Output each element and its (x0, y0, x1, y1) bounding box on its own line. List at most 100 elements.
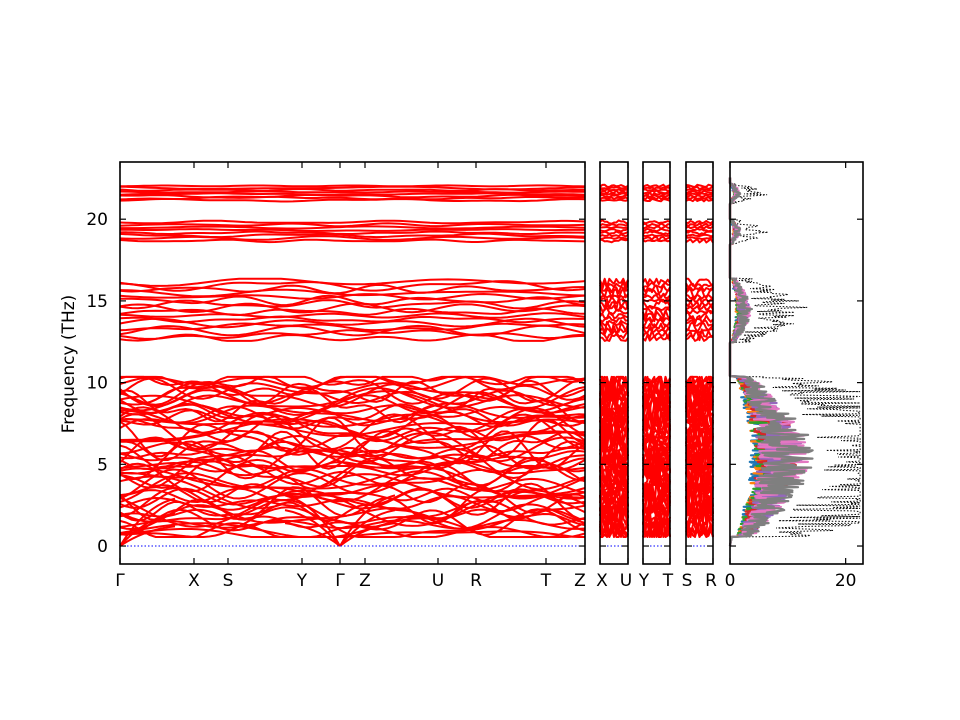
acoustic-branch (119, 525, 176, 547)
band-line (599, 236, 629, 240)
high-symmetry-label: S (223, 571, 234, 591)
band-line (599, 223, 629, 227)
band-line (599, 330, 629, 340)
acoustic-branch (284, 522, 341, 547)
dos-partial-line (728, 177, 814, 547)
y-tick-label: 0 (97, 537, 108, 557)
band-line (599, 188, 629, 192)
band-line (642, 375, 671, 395)
band-panel-frame (599, 161, 629, 565)
band-line (599, 375, 629, 388)
band-line (119, 184, 586, 188)
band-panel-4 (685, 183, 714, 547)
band-line (642, 222, 671, 228)
band-line (642, 316, 671, 323)
band-line (119, 405, 586, 443)
band-line (685, 198, 714, 203)
high-symmetry-label: T (540, 571, 552, 591)
high-symmetry-label: S (682, 571, 693, 591)
band-line (685, 286, 714, 292)
band-line (119, 299, 586, 310)
band-line (119, 406, 586, 436)
high-symmetry-label: U (432, 571, 444, 591)
high-symmetry-label: Z (359, 571, 371, 591)
dos-x-tick-label: 20 (835, 571, 857, 591)
band-structure-panels (119, 183, 714, 547)
y-tick-label: 5 (97, 455, 108, 475)
band-line (685, 189, 714, 195)
band-line (120, 294, 586, 307)
band-line (642, 227, 671, 233)
high-symmetry-label: Γ (115, 571, 125, 591)
band-line (685, 304, 714, 311)
band-line (599, 226, 629, 230)
band-line (119, 324, 586, 337)
band-line (685, 296, 714, 304)
band-line (119, 430, 586, 462)
band-line (599, 186, 629, 190)
high-symmetry-label: U (620, 571, 632, 591)
band-line (119, 458, 586, 474)
band-line (119, 470, 586, 503)
band-line (642, 233, 671, 238)
band-line (642, 188, 671, 192)
band-line (119, 377, 586, 403)
band-line (685, 225, 714, 230)
band-line (599, 428, 629, 455)
band-line (600, 375, 629, 397)
band-line (119, 197, 586, 203)
band-line (642, 277, 671, 286)
high-symmetry-label: T (662, 571, 674, 591)
band-line (599, 227, 629, 233)
band-line (119, 219, 586, 225)
band-line (642, 439, 671, 458)
band-panel-frame (119, 161, 586, 565)
band-line (599, 219, 629, 225)
band-line (119, 288, 586, 298)
band-line (685, 333, 714, 342)
band-line (685, 282, 714, 289)
band-line (642, 326, 671, 334)
band-line (599, 233, 629, 238)
band-line (685, 194, 714, 198)
band-line (599, 277, 629, 288)
band-panel-3 (642, 183, 671, 547)
band-line (599, 315, 629, 323)
band-line (642, 183, 671, 188)
band-line (685, 504, 714, 523)
band-line (686, 277, 714, 288)
band-line (685, 227, 714, 233)
y-tick-label: 20 (86, 210, 108, 230)
band-line (119, 238, 586, 244)
band-line (685, 308, 714, 315)
band-line (599, 295, 629, 305)
band-line (119, 312, 586, 319)
band-line (599, 183, 629, 189)
band-line (642, 220, 671, 225)
band-line (685, 375, 714, 401)
band-line (685, 233, 714, 238)
band-line (119, 391, 586, 415)
band-line (685, 318, 714, 327)
band-panel-frame (685, 161, 714, 565)
band-line (119, 431, 586, 463)
band-line (685, 375, 714, 405)
band-line (642, 186, 671, 190)
high-symmetry-label: Z (574, 571, 586, 591)
high-symmetry-label: R (705, 571, 717, 591)
band-line (119, 185, 586, 191)
high-symmetry-label: Γ (335, 571, 345, 591)
y-tick-label: 15 (86, 292, 108, 312)
band-line (119, 409, 586, 428)
band-line (119, 375, 586, 390)
band-line (599, 319, 629, 327)
acoustic-branch (339, 509, 396, 547)
band-line (119, 307, 586, 316)
band-line (685, 375, 714, 388)
dos-total-line (729, 177, 862, 547)
band-panel-frame (642, 161, 671, 565)
band-line (119, 454, 586, 471)
dos-x-tick-label: 0 (725, 571, 736, 591)
band-line (642, 298, 671, 310)
